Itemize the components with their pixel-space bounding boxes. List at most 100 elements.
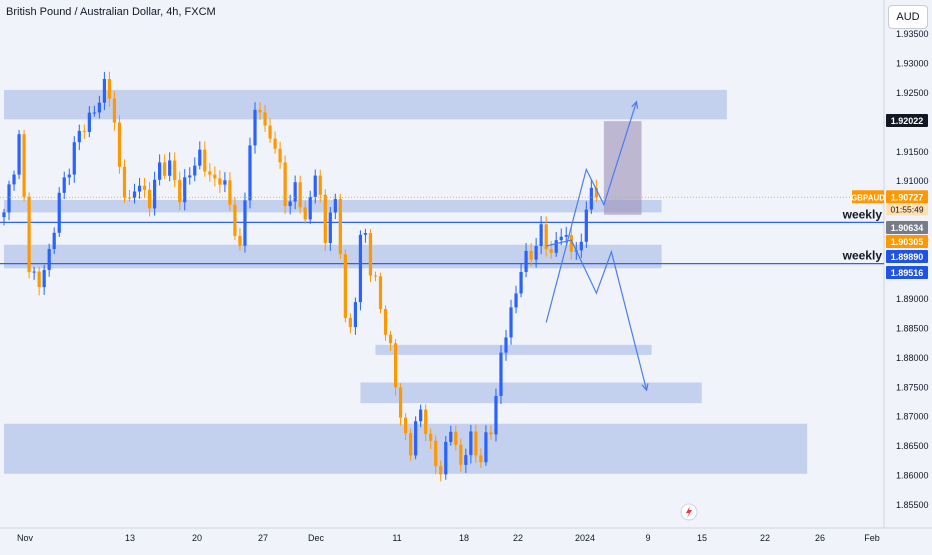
candle-body — [52, 232, 56, 250]
candle-body — [579, 241, 583, 251]
candle-body — [519, 271, 523, 294]
candle-body — [569, 235, 573, 252]
candle-body — [524, 250, 528, 272]
candle-body — [173, 160, 177, 180]
candle-body — [233, 204, 237, 236]
price-tag-bg — [886, 250, 928, 263]
candle-body — [429, 433, 433, 441]
candle-body — [338, 199, 342, 255]
currency-button[interactable]: AUD — [888, 5, 928, 29]
candle-body — [17, 134, 21, 175]
x-tick-label: 22 — [513, 533, 523, 543]
candle-body — [112, 98, 117, 123]
x-tick-label: 13 — [125, 533, 135, 543]
price-tag: 1.89516 — [891, 268, 924, 278]
candle-body — [263, 112, 267, 126]
candle-body — [549, 249, 553, 253]
weekly-line-label: weekly — [842, 207, 883, 221]
candle-body — [288, 201, 292, 207]
candle-body — [32, 271, 36, 273]
candle-body — [449, 431, 453, 442]
candle-body — [328, 212, 332, 244]
candle-body — [398, 387, 403, 418]
candle-body — [444, 441, 448, 475]
candle-body — [293, 182, 297, 202]
candle-body — [283, 162, 287, 207]
candle-body — [178, 179, 182, 203]
price-tag-bg — [886, 221, 928, 234]
candle-body — [353, 302, 357, 328]
y-tick-label: 1.86000 — [896, 471, 929, 481]
price-tag: 1.90634 — [891, 223, 924, 233]
candle-body — [368, 233, 373, 276]
candle-body — [529, 250, 533, 260]
y-tick-label: 1.93500 — [896, 29, 929, 39]
projection-arrowhead — [631, 100, 639, 109]
candle-body — [419, 409, 423, 422]
candle-body — [373, 275, 378, 277]
candle-body — [67, 174, 71, 178]
candle-body — [238, 235, 242, 246]
candle-body — [107, 78, 112, 99]
y-tick-label: 1.93000 — [896, 58, 929, 68]
candle-body — [7, 184, 11, 213]
symbol-tag-bg — [852, 190, 884, 204]
price-tag: 1.92022 — [891, 116, 924, 126]
candle-body — [258, 109, 262, 113]
candle-body — [57, 192, 61, 233]
symbol-tag: GBPAUD — [851, 193, 885, 202]
x-tick-label: 9 — [645, 533, 650, 543]
candle-body — [383, 309, 388, 335]
candle-body — [594, 187, 598, 198]
candle-body — [273, 138, 277, 149]
last-price-tag-bg — [886, 190, 928, 204]
price-tag-bg — [886, 235, 928, 248]
candle-body — [82, 130, 86, 132]
candle-body — [343, 254, 347, 318]
candle-body — [77, 130, 81, 143]
candle-body — [27, 196, 31, 273]
candle-body — [208, 171, 212, 175]
candle-body — [318, 175, 322, 195]
candle-body — [203, 149, 207, 172]
candle-body — [47, 249, 51, 270]
candle-body — [424, 409, 428, 434]
weekly-line-label: weekly — [842, 249, 883, 263]
candle-body — [117, 122, 122, 167]
price-tag-bg — [886, 114, 928, 127]
y-tick-label: 1.92500 — [896, 88, 929, 98]
chart-title: British Pound / Australian Dollar, 4h, F… — [6, 6, 216, 18]
x-tick-label: Nov — [17, 533, 34, 543]
candle-body — [544, 224, 548, 250]
price-tag-bg — [886, 266, 928, 279]
candle-body — [464, 455, 468, 465]
candle-body — [253, 109, 257, 146]
candle-body — [137, 185, 142, 192]
candle-body — [534, 246, 538, 260]
x-tick-label: 18 — [459, 533, 469, 543]
countdown-text: 01:55:49 — [890, 204, 923, 214]
projection-path — [545, 101, 638, 323]
candle-body — [102, 78, 106, 103]
candle-body — [228, 180, 232, 205]
candle-body — [489, 432, 493, 435]
y-tick-label: 1.86500 — [896, 441, 929, 451]
candle-body — [188, 175, 192, 178]
candle-body — [378, 276, 383, 310]
candle-body — [323, 194, 327, 244]
price-tag: 1.90305 — [891, 237, 924, 247]
candle-body — [218, 178, 222, 185]
y-tick-label: 1.88500 — [896, 323, 929, 333]
candle-body — [554, 240, 558, 253]
candle-body — [414, 421, 418, 456]
supply-demand-zone — [4, 244, 662, 269]
x-tick-label: Dec — [308, 533, 325, 543]
candle-body — [484, 432, 488, 463]
candle-body — [87, 112, 91, 132]
candle-body — [469, 431, 473, 456]
candle-body — [223, 180, 227, 185]
candle-body — [514, 293, 518, 308]
projection-path — [546, 239, 648, 391]
